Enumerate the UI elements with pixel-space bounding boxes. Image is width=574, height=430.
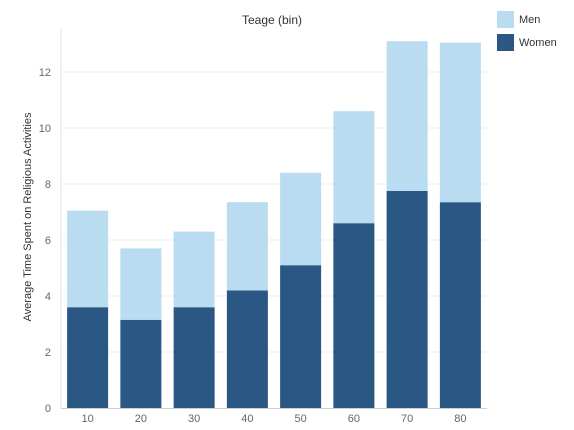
y-axis-label: Average Time Spent on Religious Activiti… bbox=[22, 112, 34, 321]
y-tick-label: 12 bbox=[39, 67, 51, 79]
y-tick-label: 2 bbox=[45, 347, 51, 359]
bar-women-10[interactable] bbox=[67, 307, 109, 408]
y-tick-label: 8 bbox=[45, 179, 51, 191]
bar-men-30[interactable] bbox=[173, 231, 215, 308]
x-tick-label: 10 bbox=[82, 413, 94, 425]
bar-men-40[interactable] bbox=[226, 202, 268, 291]
x-tick-label: 80 bbox=[454, 413, 466, 425]
bar-men-10[interactable] bbox=[67, 210, 109, 308]
bar-men-80[interactable] bbox=[439, 42, 481, 203]
bar-women-50[interactable] bbox=[280, 265, 322, 408]
chart-title: Teage (bin) bbox=[242, 13, 302, 27]
legend-label-men: Men bbox=[519, 13, 541, 26]
legend-item-men[interactable]: Men bbox=[497, 10, 557, 29]
bar-women-70[interactable] bbox=[386, 191, 428, 408]
bar-men-20[interactable] bbox=[120, 248, 162, 320]
x-tick-label: 20 bbox=[135, 413, 147, 425]
x-tick-label: 70 bbox=[401, 413, 413, 425]
bar-men-70[interactable] bbox=[386, 41, 428, 192]
bars bbox=[67, 41, 481, 408]
x-tick-label: 50 bbox=[295, 413, 307, 425]
legend: Men Women bbox=[497, 10, 557, 56]
legend-swatch-men bbox=[497, 11, 514, 28]
x-tick-label: 40 bbox=[241, 413, 253, 425]
y-tick-label: 10 bbox=[39, 123, 51, 135]
bar-women-60[interactable] bbox=[333, 223, 375, 408]
y-tick-label: 0 bbox=[45, 403, 51, 415]
x-tick-label: 60 bbox=[348, 413, 360, 425]
bar-women-80[interactable] bbox=[439, 202, 481, 408]
x-tick-label: 30 bbox=[188, 413, 200, 425]
legend-label-women: Women bbox=[519, 36, 557, 49]
bar-men-60[interactable] bbox=[333, 111, 375, 224]
bar-women-40[interactable] bbox=[226, 290, 268, 408]
y-tick-label: 4 bbox=[45, 291, 51, 303]
bar-women-20[interactable] bbox=[120, 319, 162, 408]
bar-women-30[interactable] bbox=[173, 307, 215, 408]
legend-item-women[interactable]: Women bbox=[497, 33, 557, 52]
bar-men-50[interactable] bbox=[280, 172, 322, 266]
y-tick-label: 6 bbox=[45, 235, 51, 247]
axes: 0 2 4 6 8 10 12 10 20 30 40 50 60 70 80 bbox=[39, 28, 487, 425]
legend-swatch-women bbox=[497, 34, 514, 51]
